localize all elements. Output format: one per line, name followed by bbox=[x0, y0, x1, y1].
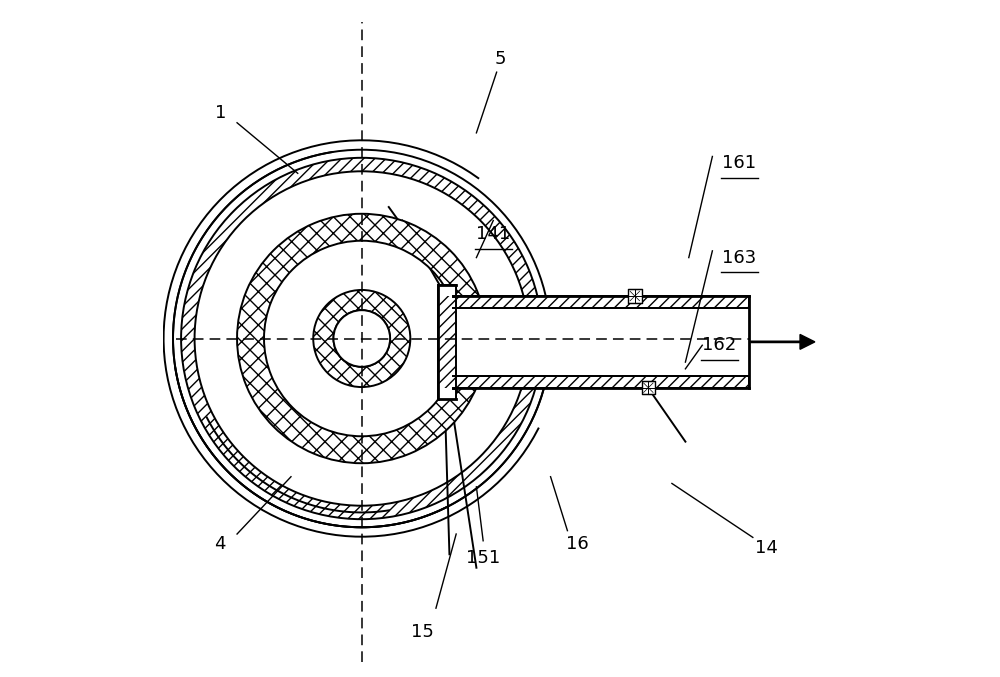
Circle shape bbox=[237, 214, 487, 463]
Circle shape bbox=[178, 154, 546, 523]
Text: 162: 162 bbox=[702, 336, 736, 354]
Text: 4: 4 bbox=[214, 535, 226, 553]
FancyArrow shape bbox=[751, 334, 815, 349]
Bar bbox=[438, 284, 456, 399]
Bar bbox=[438, 388, 456, 399]
Text: 1: 1 bbox=[215, 104, 226, 122]
Text: 151: 151 bbox=[466, 548, 500, 567]
Text: 5: 5 bbox=[494, 49, 506, 68]
Text: 163: 163 bbox=[722, 248, 756, 267]
Text: 16: 16 bbox=[566, 535, 589, 553]
Text: 161: 161 bbox=[722, 154, 756, 172]
Text: 14: 14 bbox=[755, 538, 778, 556]
Bar bbox=[438, 284, 456, 296]
Bar bbox=[642, 381, 655, 395]
Bar bbox=[628, 289, 642, 303]
Bar bbox=[453, 376, 749, 388]
Circle shape bbox=[333, 310, 390, 367]
Text: 15: 15 bbox=[411, 623, 434, 641]
Text: 141: 141 bbox=[476, 225, 510, 243]
Bar bbox=[453, 308, 749, 376]
Bar bbox=[453, 296, 749, 308]
